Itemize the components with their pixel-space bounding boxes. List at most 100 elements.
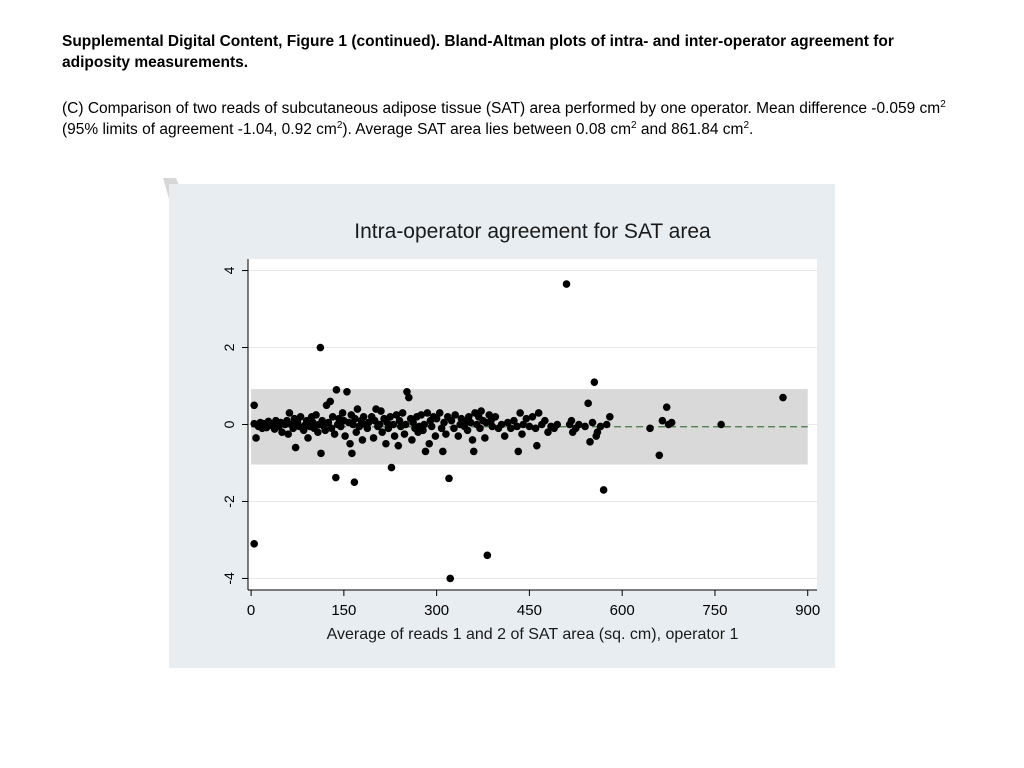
data-point <box>440 418 448 427</box>
data-point <box>338 409 347 417</box>
data-point <box>435 409 444 417</box>
data-point <box>468 436 477 444</box>
data-point <box>463 426 472 435</box>
data-point <box>658 416 667 425</box>
data-point <box>477 407 485 415</box>
data-point <box>296 413 305 421</box>
data-point <box>324 418 333 427</box>
data-point <box>378 428 387 436</box>
y-tick-label: 2 <box>221 343 237 351</box>
data-point <box>534 409 543 417</box>
data-point <box>590 378 599 386</box>
data-point <box>417 411 425 419</box>
y-tick-label: -4 <box>221 572 237 585</box>
data-point <box>599 486 608 494</box>
data-point <box>476 424 484 433</box>
data-point <box>593 428 602 436</box>
chart-title: Intra-operator agreement for SAT area <box>354 220 711 243</box>
data-point <box>336 422 345 431</box>
data-point <box>285 409 294 417</box>
x-axis-ticks: 0 150 300 450 600 750 900 <box>247 590 820 619</box>
data-point <box>352 428 361 436</box>
data-point <box>375 420 384 429</box>
x-tick-label: 450 <box>517 602 542 619</box>
data-point <box>408 436 416 444</box>
data-point <box>531 424 540 433</box>
data-point <box>398 409 407 417</box>
data-point <box>581 422 589 431</box>
caption-superscript-2: 2 <box>336 119 343 131</box>
data-point <box>421 447 430 456</box>
data-point <box>525 422 534 431</box>
data-point <box>606 413 614 421</box>
x-tick-label: 300 <box>424 602 449 619</box>
data-point <box>544 428 552 436</box>
data-point <box>304 434 312 442</box>
data-point <box>464 413 473 421</box>
data-point <box>312 411 320 419</box>
caption-superscript-1: 2 <box>940 98 946 110</box>
data-point <box>717 420 725 429</box>
data-point <box>596 422 605 431</box>
data-point <box>409 418 417 427</box>
caption-superscript-4: 2 <box>743 119 750 131</box>
data-point <box>252 434 260 442</box>
data-point <box>394 441 403 450</box>
data-point <box>518 430 526 438</box>
data-point <box>291 443 300 452</box>
data-point <box>387 463 396 472</box>
data-point <box>516 409 524 417</box>
data-point <box>377 407 385 415</box>
data-point <box>317 449 325 458</box>
data-point <box>667 418 676 427</box>
data-point <box>588 418 597 427</box>
data-point <box>350 478 359 487</box>
data-point <box>349 420 357 429</box>
data-point <box>541 416 549 425</box>
data-point <box>353 405 362 413</box>
x-tick-label: 150 <box>331 602 356 619</box>
data-point <box>528 413 537 421</box>
data-point <box>289 424 297 433</box>
x-tick-label: 600 <box>610 602 635 619</box>
data-point <box>389 420 398 429</box>
data-point <box>299 426 308 435</box>
data-point <box>562 280 571 288</box>
data-point <box>507 424 515 433</box>
data-point <box>321 426 330 435</box>
data-point <box>445 474 453 483</box>
data-point <box>646 424 654 433</box>
data-point <box>446 574 455 583</box>
data-point <box>439 447 447 456</box>
data-point <box>364 418 373 427</box>
data-point <box>369 434 378 442</box>
data-point <box>327 424 336 433</box>
data-point <box>403 387 411 396</box>
data-point <box>451 411 459 419</box>
data-point <box>359 413 368 421</box>
data-point <box>454 432 463 440</box>
data-point <box>655 451 664 460</box>
x-axis-label: Average of reads 1 and 2 of SAT area (sq… <box>327 626 739 643</box>
data-point <box>250 401 258 410</box>
data-point <box>326 397 335 406</box>
data-point <box>423 409 432 417</box>
data-point <box>485 411 494 419</box>
data-point <box>386 413 395 421</box>
data-point <box>316 343 325 352</box>
data-point <box>419 426 427 435</box>
data-point <box>533 441 541 450</box>
data-point <box>491 413 500 421</box>
data-point <box>401 420 410 429</box>
data-point <box>358 436 367 444</box>
data-point <box>510 416 518 425</box>
data-point <box>332 473 340 482</box>
data-point <box>466 418 475 427</box>
data-point <box>437 424 446 433</box>
data-point <box>488 422 497 431</box>
y-tick-label: 0 <box>221 420 237 428</box>
data-point <box>602 420 611 429</box>
data-point <box>481 434 489 442</box>
x-tick-label: 750 <box>702 602 727 619</box>
data-point <box>420 420 429 429</box>
